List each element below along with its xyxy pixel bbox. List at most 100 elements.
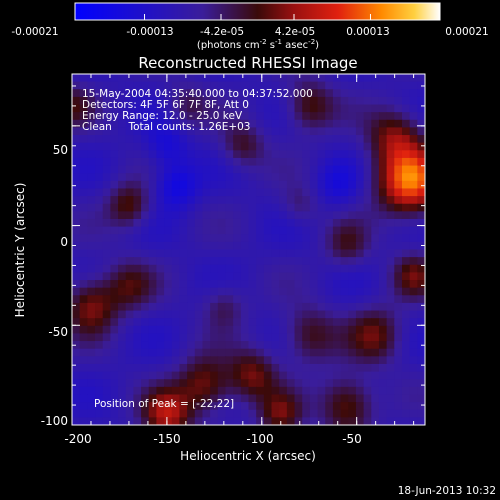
- heatmap-cell: [210, 241, 219, 251]
- heatmap-cell: [340, 318, 349, 327]
- heatmap-cell: [271, 409, 280, 418]
- heatmap-cell: [263, 394, 273, 403]
- heatmap-cell: [363, 356, 372, 365]
- heatmap-cell: [194, 386, 204, 396]
- heatmap-cell: [164, 356, 173, 365]
- heatmap-cell: [110, 241, 119, 251]
- heatmap-cell: [302, 234, 311, 243]
- heatmap-cell: [302, 211, 311, 220]
- heatmap-cell: [394, 173, 403, 182]
- heatmap-cell: [156, 127, 165, 136]
- heatmap-cell: [141, 371, 150, 380]
- heatmap-cell: [72, 188, 81, 197]
- heatmap-cell: [386, 272, 395, 281]
- heatmap-cell: [156, 89, 165, 98]
- heatmap-cell: [202, 89, 211, 98]
- heatmap-cell: [271, 257, 280, 266]
- heatmap-cell: [118, 264, 127, 273]
- heatmap-cell: [286, 356, 296, 365]
- heatmap-cell: [240, 96, 250, 106]
- heatmap-cell: [386, 409, 395, 418]
- heatmap-cell: [394, 104, 403, 113]
- colorbar: [74, 2, 441, 21]
- heatmap-cell: [302, 348, 311, 357]
- heatmap-cell: [294, 264, 303, 273]
- heatmap-cell: [248, 356, 257, 365]
- heatmap-cell: [378, 295, 388, 304]
- heatmap-cell: [187, 249, 196, 258]
- heatmap-cell: [302, 341, 311, 350]
- heatmap-cell: [309, 302, 319, 312]
- heatmap-cell: [325, 318, 334, 327]
- heatmap-cell: [187, 180, 196, 190]
- heatmap-cell: [363, 157, 372, 167]
- heatmap-cell: [156, 203, 165, 212]
- heatmap-cell: [332, 104, 342, 113]
- heatmap-cell: [248, 402, 257, 411]
- heatmap-cell: [87, 81, 96, 90]
- heatmap-cell: [171, 325, 181, 335]
- heatmap-cell: [202, 341, 211, 350]
- heatmap-cell: [325, 417, 334, 425]
- heatmap-cell: [355, 150, 365, 159]
- heatmap-cell: [256, 226, 265, 235]
- heatmap-cell: [87, 135, 96, 144]
- heatmap-cell: [317, 318, 326, 327]
- heatmap-cell: [125, 379, 134, 388]
- heatmap-cell: [401, 363, 411, 373]
- heatmap-cell: [394, 226, 403, 235]
- heatmap-cell: [202, 287, 211, 296]
- heatmap-cell: [164, 348, 173, 357]
- heatmap-cell: [194, 287, 204, 296]
- heatmap-cell: [378, 318, 388, 327]
- heatmap-cell: [240, 272, 250, 281]
- heatmap-cell: [409, 150, 418, 159]
- heatmap-cell: [187, 409, 196, 418]
- heatmap-cell: [309, 81, 319, 90]
- heatmap-cell: [187, 234, 196, 243]
- heatmap-cell: [156, 96, 165, 106]
- heatmap-cell: [187, 287, 196, 296]
- heatmap-cell: [263, 112, 273, 121]
- heatmap-cell: [156, 173, 165, 182]
- heatmap-cell: [141, 249, 150, 258]
- heatmap-cell: [340, 417, 349, 425]
- colorbar-tick-label: 4.2e-05: [275, 26, 315, 38]
- heatmap-cell: [179, 112, 188, 121]
- heatmap-cell: [72, 394, 81, 403]
- heatmap-cell: [110, 226, 119, 235]
- heatmap-cell: [279, 112, 288, 121]
- heatmap-cell: [317, 295, 326, 304]
- heatmap-cell: [325, 157, 334, 167]
- heatmap-cell: [164, 310, 173, 319]
- heatmap-cell: [394, 211, 403, 220]
- heatmap-cell: [210, 310, 219, 319]
- heatmap-cell: [240, 211, 250, 220]
- heatmap-cell: [125, 226, 134, 235]
- heatmap-cell: [401, 81, 411, 90]
- heatmap-cell: [118, 112, 127, 121]
- heatmap-cell: [210, 363, 219, 373]
- heatmap-cell: [72, 325, 81, 335]
- heatmap-cell: [348, 371, 357, 380]
- heatmap-cell: [332, 127, 342, 136]
- heatmap-cell: [279, 180, 288, 190]
- heatmap-cell: [263, 142, 273, 151]
- heatmap-cell: [125, 188, 134, 197]
- heatmap-cell: [325, 203, 334, 212]
- heatmap-cell: [210, 386, 219, 396]
- heatmap-cell: [87, 341, 96, 350]
- heatmap-cell: [317, 310, 326, 319]
- heatmap-cell: [409, 218, 418, 228]
- heatmap-cell: [378, 249, 388, 258]
- heatmap-cell: [110, 318, 119, 327]
- heatmap-cell: [348, 127, 357, 136]
- heatmap-cell: [179, 234, 188, 243]
- heatmap-cell: [110, 409, 119, 418]
- heatmap-cell: [363, 295, 372, 304]
- heatmap-cell: [179, 157, 188, 167]
- heatmap-cell: [302, 173, 311, 182]
- heatmap-cell: [294, 135, 303, 144]
- heatmap-cell: [309, 348, 319, 357]
- heatmap-cell: [187, 386, 196, 396]
